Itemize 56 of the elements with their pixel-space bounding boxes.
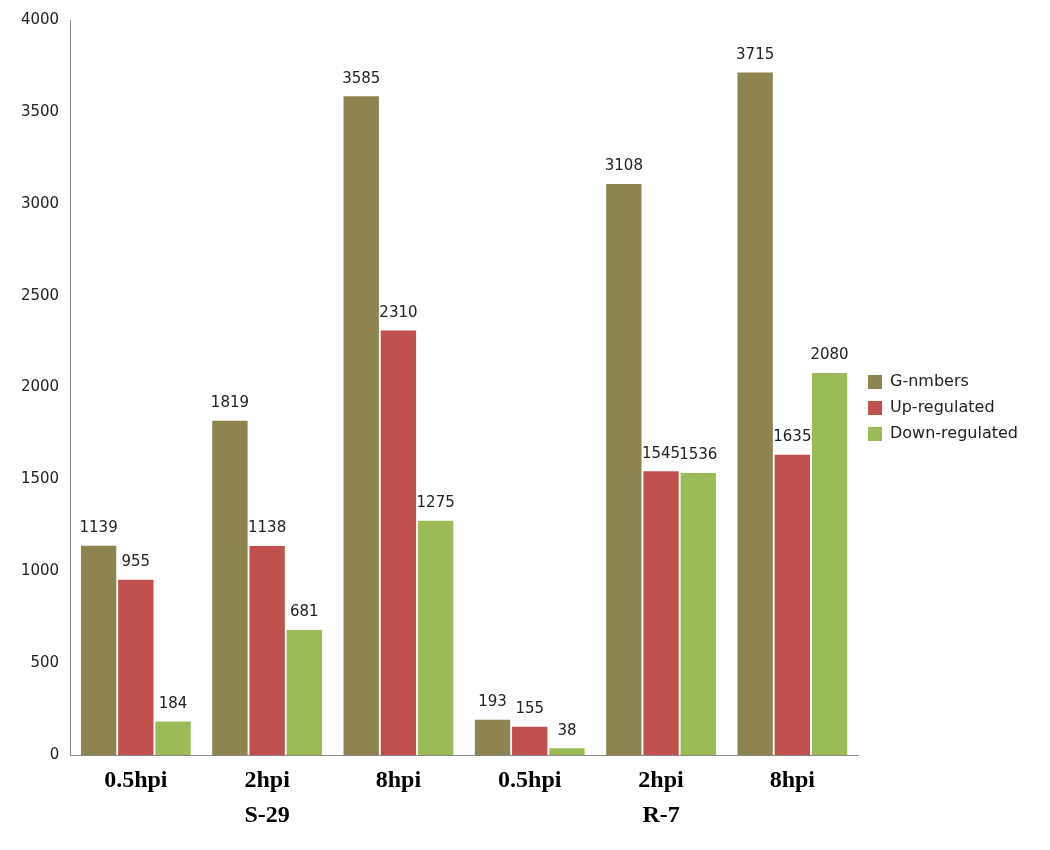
bar xyxy=(212,420,248,756)
bar xyxy=(155,721,191,756)
data-label: 1275 xyxy=(416,493,455,512)
text: S-29 xyxy=(244,801,290,828)
data-label: 184 xyxy=(158,693,188,712)
legend-label: Up-regulated xyxy=(890,397,995,417)
bar xyxy=(343,96,379,756)
bar xyxy=(118,579,154,756)
y-tick-label: 2000 xyxy=(20,377,60,396)
y-tick-label: 3000 xyxy=(20,193,60,212)
bar xyxy=(417,520,454,756)
y-tick-label: 1000 xyxy=(20,561,60,580)
y-tick-label: 4000 xyxy=(20,9,60,28)
x-tick-label: 2hpi xyxy=(244,765,291,792)
data-label: 681 xyxy=(290,602,319,621)
bar xyxy=(811,372,848,756)
bar xyxy=(380,330,417,756)
data-label: 2310 xyxy=(379,303,418,322)
y-tick-label: 1500 xyxy=(20,469,60,488)
x-tick-label: 8hpi xyxy=(375,765,422,792)
data-label: 3715 xyxy=(736,44,775,63)
bar xyxy=(606,183,642,756)
data-label: 3585 xyxy=(342,68,381,87)
bar xyxy=(512,726,548,756)
data-label: 193 xyxy=(478,692,507,711)
bar xyxy=(474,719,511,756)
data-label: 155 xyxy=(515,699,545,718)
data-label: 1138 xyxy=(248,518,287,537)
data-label: 1545 xyxy=(641,443,681,462)
data-label: 1635 xyxy=(773,427,812,446)
legend-label: Down-regulated xyxy=(890,423,1018,443)
bar xyxy=(286,630,323,756)
y-tick-label: 500 xyxy=(30,653,60,672)
bar xyxy=(737,72,773,756)
x-tick-label: 0.5hpi xyxy=(104,765,168,792)
bar xyxy=(774,454,811,756)
bar xyxy=(549,748,585,756)
x-tick-label: 0.5hpi xyxy=(498,765,562,792)
bar xyxy=(643,471,679,756)
data-label: 38 xyxy=(557,720,577,739)
bar xyxy=(680,472,716,756)
y-tick-label: 2500 xyxy=(20,285,60,304)
bar xyxy=(249,546,285,756)
data-label: 2080 xyxy=(810,345,849,364)
data-label: 1139 xyxy=(79,518,118,537)
text: R-7 xyxy=(642,801,680,828)
data-label: 1536 xyxy=(679,445,718,464)
x-tick-label: 8hpi xyxy=(769,765,816,792)
y-tick-label: 3500 xyxy=(20,101,60,120)
data-label: 955 xyxy=(121,552,151,571)
bar xyxy=(80,545,117,756)
data-label: 1819 xyxy=(210,393,250,412)
x-tick-label: 2hpi xyxy=(638,765,685,792)
y-tick-label: 0 xyxy=(49,745,60,764)
legend-label: G-nmbers xyxy=(890,371,969,391)
data-label: 3108 xyxy=(604,156,643,175)
